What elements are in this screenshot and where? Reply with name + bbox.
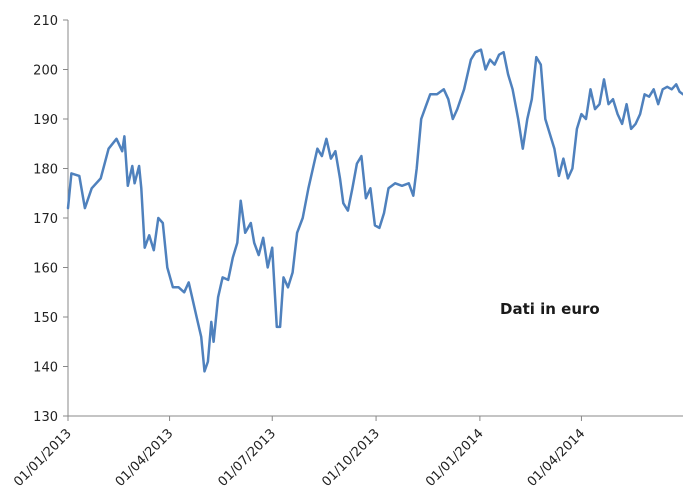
x-tick-label: 01/10/2013	[319, 426, 383, 490]
x-axis: 01/01/2013 01/04/2013 01/07/2013 01/10/2013…	[11, 415, 683, 490]
y-tick-label: 170	[33, 212, 58, 227]
y-tick-label: 140	[33, 361, 58, 376]
series-line	[66, 48, 683, 373]
y-tick-label: 190	[33, 113, 58, 128]
x-tick-label: 01/04/2014	[525, 426, 589, 490]
y-tick-label: 150	[33, 311, 58, 326]
x-tick-label: 01/04/2013	[113, 426, 177, 490]
y-tick-label: 200	[33, 64, 58, 79]
y-tick-label: 130	[33, 410, 58, 425]
x-tick-label: 01/01/2014	[423, 426, 487, 490]
y-tick-label: 160	[33, 262, 58, 277]
x-tick-label: 01/07/2013	[215, 426, 279, 490]
y-tick-label: 210	[33, 14, 58, 29]
y-axis: 130 140 150 160 170 180 190 200 210	[33, 14, 69, 425]
y-tick-label: 180	[33, 163, 58, 178]
annotation-label: Dati in euro	[500, 300, 600, 318]
series-layer	[66, 48, 683, 373]
x-tick-label: 01/01/2013	[11, 426, 75, 490]
